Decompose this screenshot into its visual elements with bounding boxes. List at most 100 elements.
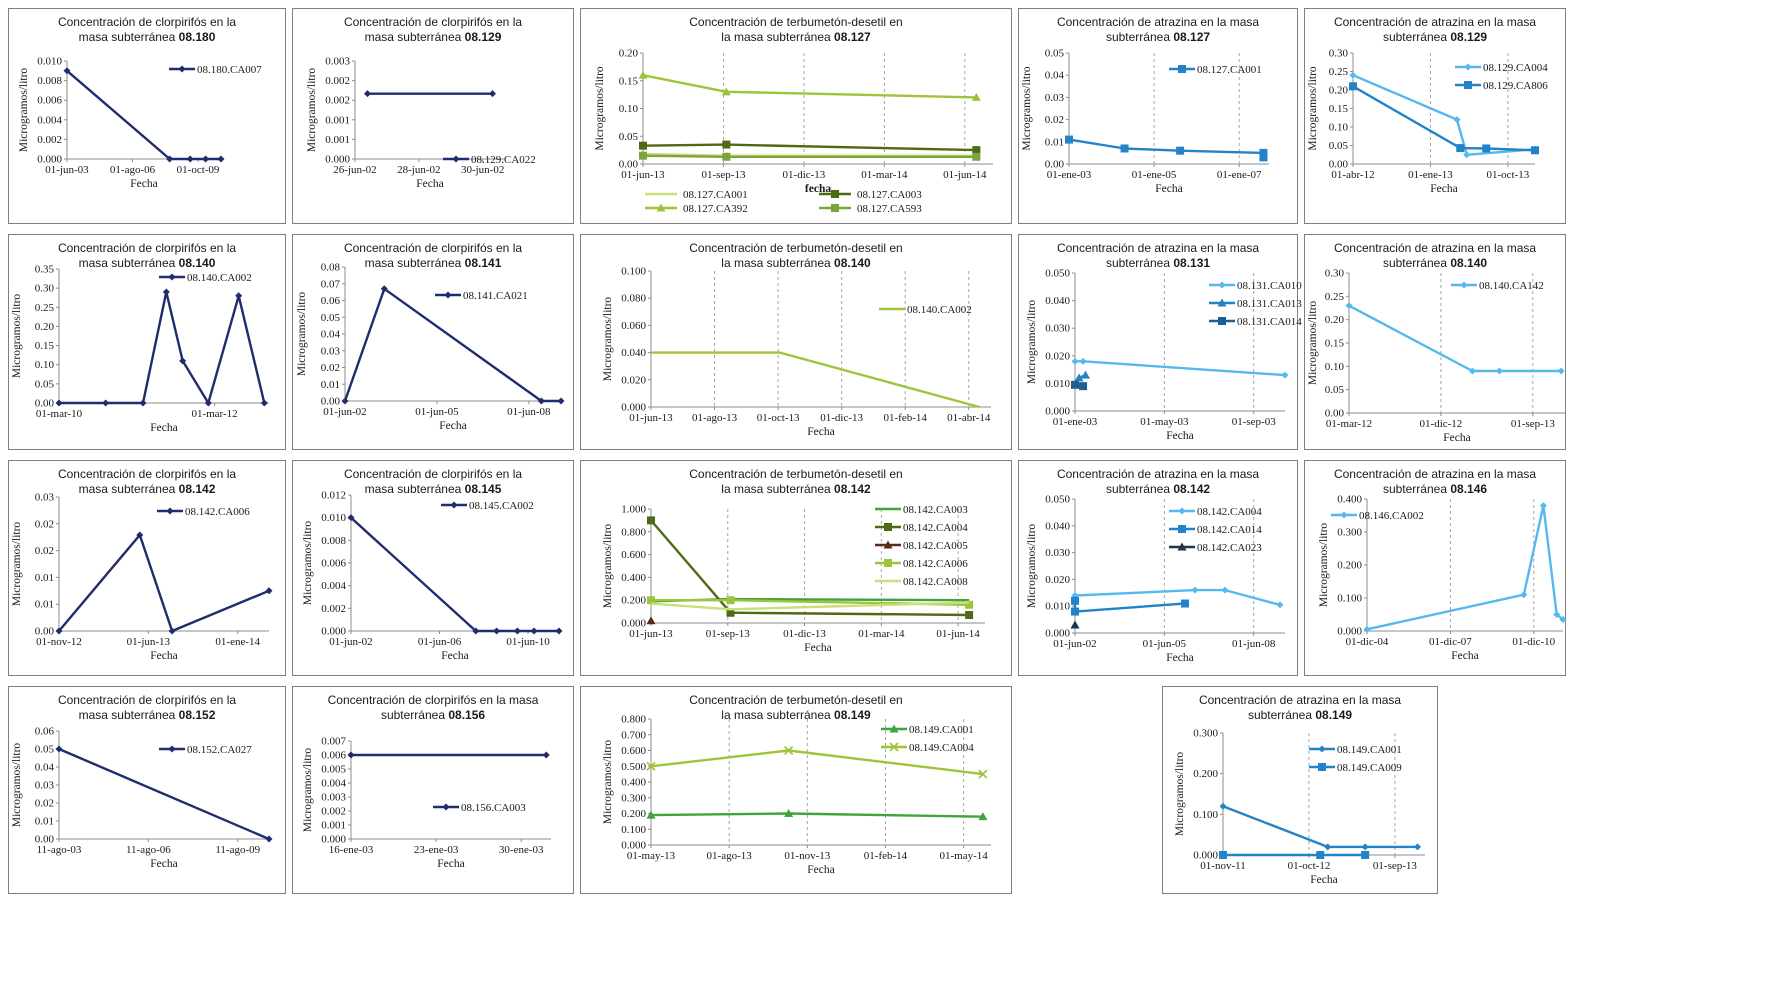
- x-tick-label: 11-ago-09: [215, 844, 260, 856]
- data-point: [1349, 82, 1357, 91]
- x-axis-label: Fecha: [1443, 432, 1470, 444]
- y-tick-label: 0.05: [1329, 140, 1349, 152]
- y-tick-label: 0.300: [621, 792, 646, 804]
- legend-marker: [1318, 763, 1326, 771]
- chart-title-line1: Concentración de clorpirifós en la: [343, 467, 523, 481]
- chart-title-line2: masa subterránea: [364, 482, 465, 496]
- legend-label: 08.140.CA002: [907, 304, 972, 316]
- data-point: [1219, 851, 1227, 859]
- x-tick-label: 01-dic-10: [1512, 636, 1555, 648]
- y-tick-label: 0.03: [1045, 92, 1065, 104]
- chart-title: Concentración de atrazina en la masa subt…: [1305, 241, 1565, 271]
- chart-title-code: 08.149: [834, 708, 871, 722]
- x-axis-label: Fecha: [1166, 430, 1193, 442]
- x-tick-label: 01-nov-12: [36, 636, 82, 648]
- data-point: [162, 288, 170, 296]
- y-tick-label: 0.800: [621, 526, 646, 538]
- x-axis-label: Fecha: [804, 642, 831, 654]
- x-tick-label: 01-may-14: [940, 850, 989, 862]
- x-axis-label: Fecha: [1310, 874, 1337, 886]
- chart-title-line1: Concentración de atrazina en la masa: [1333, 467, 1537, 481]
- data-point: [1191, 586, 1199, 594]
- y-tick-label: 0.05: [35, 378, 55, 390]
- x-tick-label: 01-oct-13: [1487, 169, 1530, 181]
- data-point: [639, 141, 647, 150]
- data-point: [63, 67, 71, 75]
- y-tick-label: 0.000: [1045, 406, 1070, 418]
- legend-label: 08.142.CA005: [903, 540, 968, 552]
- data-point: [179, 357, 187, 365]
- y-tick-label: 0.08: [321, 262, 341, 274]
- chart-title-code: 08.149: [1315, 708, 1353, 722]
- chart-title: Concentración de clorpirifós en la masa s…: [9, 467, 285, 497]
- y-tick-label: 0.20: [35, 321, 55, 333]
- x-axis-label: Fecha: [1155, 183, 1182, 195]
- y-tick-label: 0.080: [621, 293, 646, 305]
- x-axis-label: Fecha: [1430, 183, 1457, 195]
- chart-svg: 0.00 0.01 0.02 0.03 0.04 0.05 01-ene-03 01-ene-…: [1021, 48, 1269, 195]
- y-tick-label: 0.00: [35, 398, 55, 410]
- y-tick-label: 0.000: [325, 154, 350, 166]
- data-point: [1345, 302, 1353, 310]
- data-point: [965, 600, 974, 609]
- x-tick-label: 01-dic-13: [783, 628, 826, 640]
- data-point: [1316, 851, 1325, 859]
- chart-title: Concentración de clorpirifós en la masa s…: [9, 693, 285, 723]
- y-tick-label: 0.200: [1337, 560, 1362, 572]
- y-tick-label: 0.100: [1193, 809, 1218, 821]
- data-point: [139, 399, 147, 407]
- y-tick-label: 0.00: [35, 626, 55, 638]
- x-tick-label: 11-ago-03: [37, 844, 82, 856]
- series-line: [650, 601, 970, 611]
- chart-svg: 0.000 0.001 0.001 0.002 0.002 0.003 26-jun-02 2…: [306, 56, 536, 191]
- data-point: [978, 769, 988, 779]
- y-tick-label: 0.01: [321, 379, 340, 391]
- legend-label: 08.129.CA022: [471, 154, 536, 166]
- data-point: [1259, 153, 1268, 162]
- y-axis-label: Microgramos/litro: [11, 294, 23, 379]
- legend-marker: [1217, 298, 1227, 307]
- y-tick-label: 0.700: [621, 729, 646, 741]
- data-point: [1079, 382, 1088, 391]
- y-tick-label: 0.05: [35, 744, 55, 756]
- data-point: [489, 90, 496, 98]
- x-tick-label: 01-sep-03: [1232, 416, 1276, 428]
- chart-title-line1: Concentración de atrazina en la masa: [1198, 693, 1402, 707]
- chart-title-line2: la masa subterránea: [721, 30, 835, 44]
- x-tick-label: 01-sep-13: [701, 169, 745, 181]
- x-tick-label: 01-dic-13: [820, 412, 863, 424]
- series-line: [343, 287, 561, 403]
- legend-label: 08.142.CA003: [903, 504, 968, 516]
- x-axis-label: Fecha: [416, 178, 443, 190]
- x-tick-label: 01-dic-13: [783, 169, 826, 181]
- x-axis-label: Fecha: [150, 650, 177, 662]
- chart-title-line2: la masa subterránea: [721, 708, 835, 722]
- chart-svg: 0.000 0.001 0.002 0.003 0.004 0.005 0.006 0.007…: [302, 736, 551, 870]
- chart-title-code: 08.142: [1173, 482, 1211, 496]
- series-line: [642, 74, 977, 99]
- x-tick-label: 01-feb-14: [864, 850, 908, 862]
- legend-marker: [1178, 525, 1186, 533]
- chart-title-code: 08.127: [1173, 30, 1211, 44]
- chart-title-code: 08.156: [448, 708, 486, 722]
- x-tick-label: 01-abr-12: [1331, 169, 1374, 181]
- data-point: [260, 399, 268, 407]
- y-tick-label: 0.600: [621, 745, 646, 757]
- x-tick-label: 01-mar-14: [858, 628, 905, 640]
- chart-title: Concentración de clorpirifós en la masa s…: [9, 15, 285, 45]
- x-axis-label: Fecha: [1166, 652, 1193, 664]
- y-tick-label: 0.02: [35, 798, 54, 810]
- chart-title-line2: subterránea: [1382, 482, 1451, 496]
- legend-marker: [831, 204, 839, 212]
- y-tick-label: 0.000: [321, 834, 346, 846]
- legend-label: 08.127.CA392: [683, 203, 748, 215]
- x-tick-label: 01-feb-14: [884, 412, 928, 424]
- data-point: [347, 751, 355, 759]
- legend-label: 08.142.CA014: [1197, 524, 1262, 536]
- chart-title: Concentración de terbumetón-desetil en la…: [581, 467, 1011, 497]
- chart-panel-08.149: Concentración de atrazina en la masa subt…: [1162, 686, 1438, 894]
- data-point: [555, 627, 563, 635]
- chart-svg: 0.000 0.002 0.004 0.006 0.008 0.010 0.012 01-ju…: [302, 490, 563, 662]
- chart-title: Concentración de terbumetón-desetil en la…: [581, 241, 1011, 271]
